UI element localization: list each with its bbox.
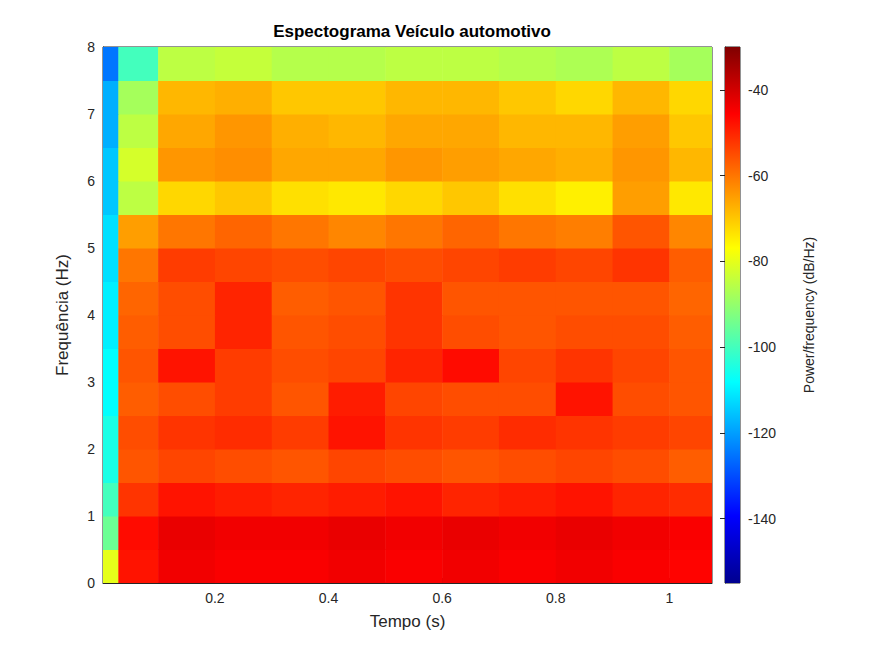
svg-text:Power/frequency (dB/Hz): Power/frequency (dB/Hz) [801,237,817,393]
svg-text:8: 8 [87,39,95,55]
svg-text:1: 1 [665,590,673,606]
svg-text:0: 0 [87,575,95,591]
svg-text:Tempo (s): Tempo (s) [370,612,446,631]
svg-text:0.8: 0.8 [546,590,566,606]
svg-text:6: 6 [87,173,95,189]
svg-text:7: 7 [87,106,95,122]
svg-text:2: 2 [87,441,95,457]
svg-text:-140: -140 [748,511,776,527]
svg-text:5: 5 [87,240,95,256]
svg-text:-100: -100 [748,339,776,355]
svg-text:-60: -60 [748,168,768,184]
svg-text:1: 1 [87,508,95,524]
svg-text:3: 3 [87,374,95,390]
svg-text:-80: -80 [748,253,768,269]
svg-text:4: 4 [87,307,95,323]
svg-text:0.4: 0.4 [319,590,339,606]
svg-text:0.2: 0.2 [205,590,225,606]
svg-text:-40: -40 [748,82,768,98]
svg-text:0.6: 0.6 [432,590,452,606]
svg-text:-120: -120 [748,425,776,441]
svg-text:Frequência (Hz): Frequência (Hz) [53,254,72,376]
svg-text:Espectograma Veículo automotiv: Espectograma Veículo automotivo [273,22,551,41]
